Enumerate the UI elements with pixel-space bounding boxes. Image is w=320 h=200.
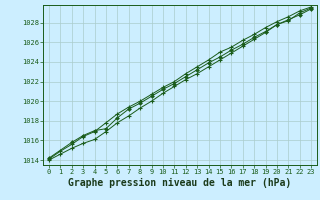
X-axis label: Graphe pression niveau de la mer (hPa): Graphe pression niveau de la mer (hPa) — [68, 178, 292, 188]
